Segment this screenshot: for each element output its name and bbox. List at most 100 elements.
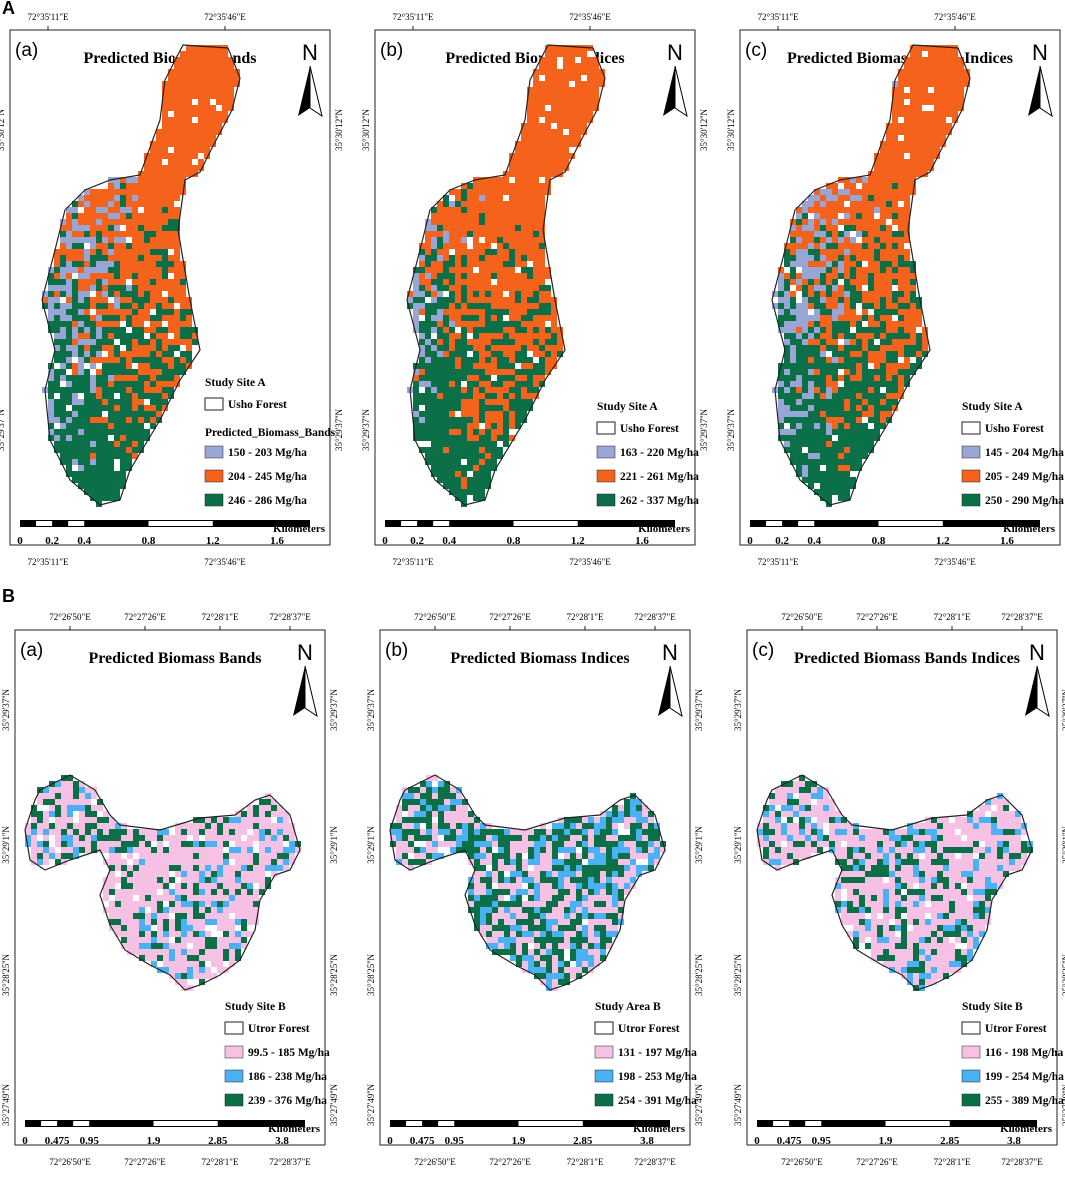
map-cell (850, 321, 856, 327)
map-cell (78, 363, 84, 369)
map-cell (796, 363, 802, 369)
map-cell (868, 177, 874, 183)
map-cell (636, 811, 642, 817)
map-cell (509, 285, 515, 291)
map-cell (892, 123, 898, 129)
map-cell (168, 303, 174, 309)
map-cell (109, 871, 115, 877)
map-cell (168, 177, 174, 183)
map-cell (114, 219, 120, 225)
map-cell (820, 291, 826, 297)
map-cell (952, 99, 958, 105)
map-cell (162, 117, 168, 123)
map-cell (402, 805, 408, 811)
map-cell (443, 399, 449, 405)
map-cell (575, 51, 581, 57)
map-cell (874, 357, 880, 363)
map-cell (109, 913, 115, 919)
map-cell (199, 823, 205, 829)
legend-label: 204 - 245 Mg/ha (228, 471, 307, 483)
map-cell (228, 99, 234, 105)
map-cell (419, 345, 425, 351)
scale-label: 1.2 (206, 535, 220, 547)
map-cell (138, 429, 144, 435)
map-cell (175, 853, 181, 859)
map-cell (192, 75, 198, 81)
map-cell (180, 291, 186, 297)
map-cell (115, 835, 121, 841)
map-cell (539, 345, 545, 351)
map-cell (115, 853, 121, 859)
map-cell (72, 393, 78, 399)
map-cell (223, 955, 229, 961)
map-cell (126, 285, 132, 291)
map-cell (265, 841, 271, 847)
map-cell (120, 267, 126, 273)
map-cell (874, 183, 880, 189)
map-cell (103, 847, 109, 853)
map-cell (425, 261, 431, 267)
map-cell (545, 183, 551, 189)
map-cell (205, 853, 211, 859)
map-cell (784, 267, 790, 273)
map-cell (133, 943, 139, 949)
map-cell (132, 291, 138, 297)
map-cell (521, 357, 527, 363)
map-cell (91, 793, 97, 799)
map-cell (814, 315, 820, 321)
map-cell (168, 123, 174, 129)
map-cell (832, 201, 838, 207)
map-cell (569, 117, 575, 123)
map-cell (539, 153, 545, 159)
map-cell (485, 357, 491, 363)
map-cell (802, 267, 808, 273)
map-cell (211, 949, 217, 955)
map-cell (946, 105, 952, 111)
map-cell (72, 399, 78, 405)
map-cell (431, 315, 437, 321)
map-cell (892, 195, 898, 201)
map-cell (910, 81, 916, 87)
map-cell (192, 87, 198, 93)
map-cell (916, 153, 922, 159)
map-cell (850, 327, 856, 333)
map-cell (79, 811, 85, 817)
map-cell (43, 835, 49, 841)
legend-swatch (224, 1021, 244, 1035)
map-cell (898, 189, 904, 195)
map-cell (205, 877, 211, 883)
map-cell (115, 913, 121, 919)
map-cell (569, 63, 575, 69)
map-cell (838, 417, 844, 423)
map-cell (144, 327, 150, 333)
map-cell (187, 889, 193, 895)
map-cell (114, 285, 120, 291)
map-cell (491, 321, 497, 327)
map-cell (575, 99, 581, 105)
map-cell (277, 853, 283, 859)
map-cell (108, 333, 114, 339)
map-cell (533, 285, 539, 291)
map-cell (928, 87, 934, 93)
map-cell (108, 189, 114, 195)
map-cell (557, 81, 563, 87)
map-cell (157, 841, 163, 847)
map-cell (156, 291, 162, 297)
map-cell (533, 183, 539, 189)
map-cell (413, 315, 419, 321)
map-cell (132, 195, 138, 201)
map-cell (916, 165, 922, 171)
map-cell (419, 435, 425, 441)
map-cell (473, 465, 479, 471)
map-cell (790, 255, 796, 261)
map-cell (886, 207, 892, 213)
map-cell (180, 279, 186, 285)
map-cell (156, 225, 162, 231)
map-cell (497, 195, 503, 201)
map-cell (593, 81, 599, 87)
map-cell (862, 357, 868, 363)
map-cell (844, 369, 850, 375)
map-cell (437, 399, 443, 405)
map-cell (126, 417, 132, 423)
map-cell (874, 321, 880, 327)
